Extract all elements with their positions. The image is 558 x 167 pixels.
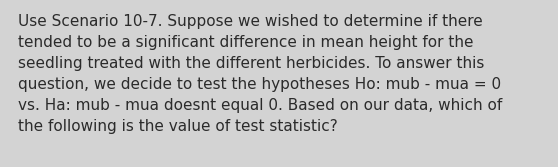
Text: Use Scenario 10-7. Suppose we wished to determine if there
tended to be a signif: Use Scenario 10-7. Suppose we wished to …	[18, 14, 502, 134]
